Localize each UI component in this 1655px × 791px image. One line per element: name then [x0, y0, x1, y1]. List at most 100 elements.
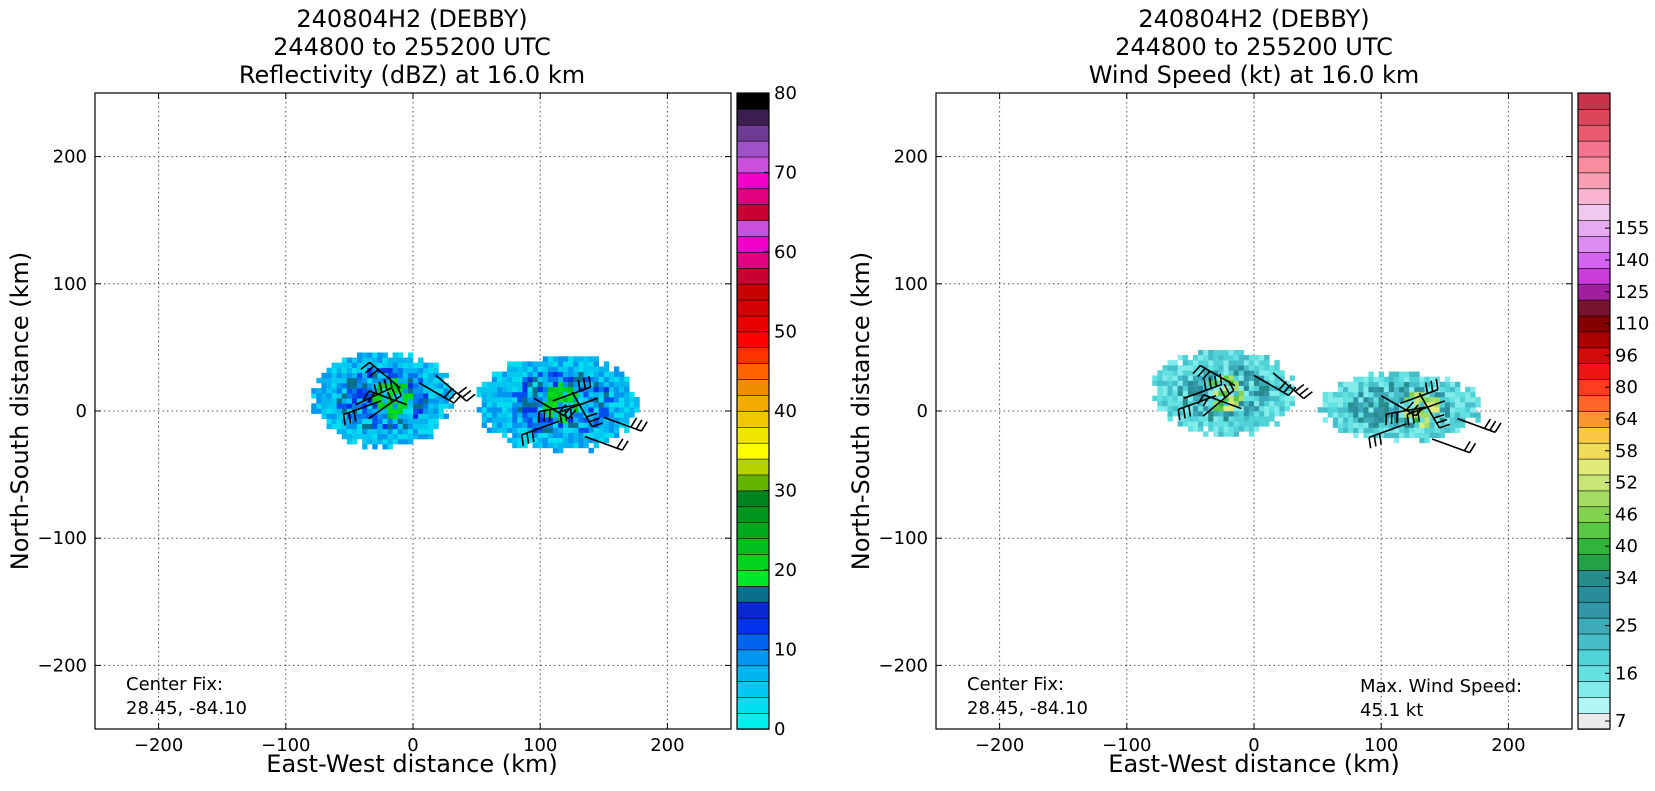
- echo-cell: [507, 428, 512, 433]
- echo-cell: [507, 422, 512, 427]
- echo-cell: [619, 407, 624, 412]
- echo-cell: [1168, 370, 1173, 375]
- echo-cell: [568, 443, 573, 448]
- echo-cell: [433, 398, 438, 403]
- echo-cell: [1470, 392, 1475, 397]
- echo-cell: [1353, 377, 1358, 382]
- echo-cell: [594, 387, 599, 392]
- echo-cell: [1173, 406, 1178, 411]
- echo-cell: [1290, 375, 1295, 380]
- echo-cell: [418, 408, 423, 413]
- colorbar-tick-label: 16: [1615, 663, 1638, 684]
- colorbar-tick-label: 25: [1615, 616, 1638, 637]
- echo-cell: [477, 407, 482, 412]
- echo-cell: [1414, 428, 1419, 433]
- echo-cell: [563, 433, 568, 438]
- echo-cell: [1193, 355, 1198, 360]
- echo-cell: [482, 422, 487, 427]
- colorbar-segment: [1578, 697, 1610, 713]
- echo-cell: [1285, 401, 1290, 406]
- echo-cell: [507, 417, 512, 422]
- echo-cell: [1188, 426, 1193, 431]
- echo-cell: [568, 366, 573, 371]
- echo-cell: [1198, 421, 1203, 426]
- echo-cell: [578, 412, 583, 417]
- echo-cell: [1269, 406, 1274, 411]
- echo-cell: [1213, 355, 1218, 360]
- echo-cell: [352, 424, 357, 429]
- echo-cell: [502, 382, 507, 387]
- echo-cell: [1264, 391, 1269, 396]
- echo-cell: [527, 417, 532, 422]
- echo-cell: [502, 433, 507, 438]
- echo-cell: [563, 361, 568, 366]
- echo-cell: [1384, 382, 1389, 387]
- echo-cell: [388, 444, 393, 449]
- echo-cell: [1394, 392, 1399, 397]
- echo-cell: [548, 372, 553, 377]
- echo-cell: [512, 361, 517, 366]
- colorbar-segment: [737, 284, 769, 300]
- echo-cell: [1234, 416, 1239, 421]
- echo-cell: [1274, 396, 1279, 401]
- echo-cell: [624, 377, 629, 382]
- echo-cell: [548, 392, 553, 397]
- echo-cell: [347, 363, 352, 368]
- echo-cell: [1358, 412, 1363, 417]
- colorbar-segment: [1578, 93, 1610, 109]
- echo-cell: [568, 433, 573, 438]
- echo-cell: [1249, 411, 1254, 416]
- echo-cell: [1249, 391, 1254, 396]
- echo-cell: [578, 417, 583, 422]
- echo-cell: [1379, 417, 1384, 422]
- echo-cell: [563, 443, 568, 448]
- echo-cell: [418, 393, 423, 398]
- echo-cell: [413, 424, 418, 429]
- echo-cell: [573, 382, 578, 387]
- echo-cell: [382, 424, 387, 429]
- echo-cell: [321, 408, 326, 413]
- echo-cell: [1254, 406, 1259, 411]
- echo-cell: [568, 397, 573, 402]
- echo-cell: [502, 402, 507, 407]
- center-fix-label: Center Fix:: [126, 674, 223, 695]
- echo-cell: [1178, 396, 1183, 401]
- echo-cell: [563, 366, 568, 371]
- echo-cell: [1264, 370, 1269, 375]
- echo-cell: [1475, 397, 1480, 402]
- colorbar-segment: [1578, 236, 1610, 252]
- echo-cell: [507, 382, 512, 387]
- echo-cell: [1218, 426, 1223, 431]
- echo-cell: [1358, 382, 1363, 387]
- colorbar-segment: [737, 713, 769, 729]
- echo-cell: [578, 356, 583, 361]
- echo-cell: [321, 414, 326, 419]
- echo-cell: [507, 402, 512, 407]
- colorbar-tick-label: 110: [1615, 314, 1649, 335]
- echo-cell: [403, 363, 408, 368]
- echo-cell: [1404, 377, 1409, 382]
- echo-cell: [393, 408, 398, 413]
- echo-cell: [568, 428, 573, 433]
- echo-cell: [1399, 377, 1404, 382]
- echo-cell: [1244, 370, 1249, 375]
- echo-cell: [357, 363, 362, 368]
- y-tick-label: −100: [879, 528, 928, 549]
- echo-cell: [497, 377, 502, 382]
- echo-cell: [1157, 391, 1162, 396]
- echo-cell: [1363, 433, 1368, 438]
- echo-cell: [342, 363, 347, 368]
- echo-cell: [1229, 421, 1234, 426]
- echo-cell: [1178, 375, 1183, 380]
- y-tick-label: 100: [894, 274, 928, 295]
- echo-cell: [619, 387, 624, 392]
- echo-cell: [1213, 391, 1218, 396]
- echo-cell: [332, 378, 337, 383]
- echo-cell: [492, 372, 497, 377]
- echo-cell: [583, 392, 588, 397]
- echo-cell: [1223, 365, 1228, 370]
- echo-cell: [543, 433, 548, 438]
- echo-cell: [1430, 428, 1435, 433]
- colorbar-segment: [1578, 332, 1610, 348]
- echo-cell: [1203, 416, 1208, 421]
